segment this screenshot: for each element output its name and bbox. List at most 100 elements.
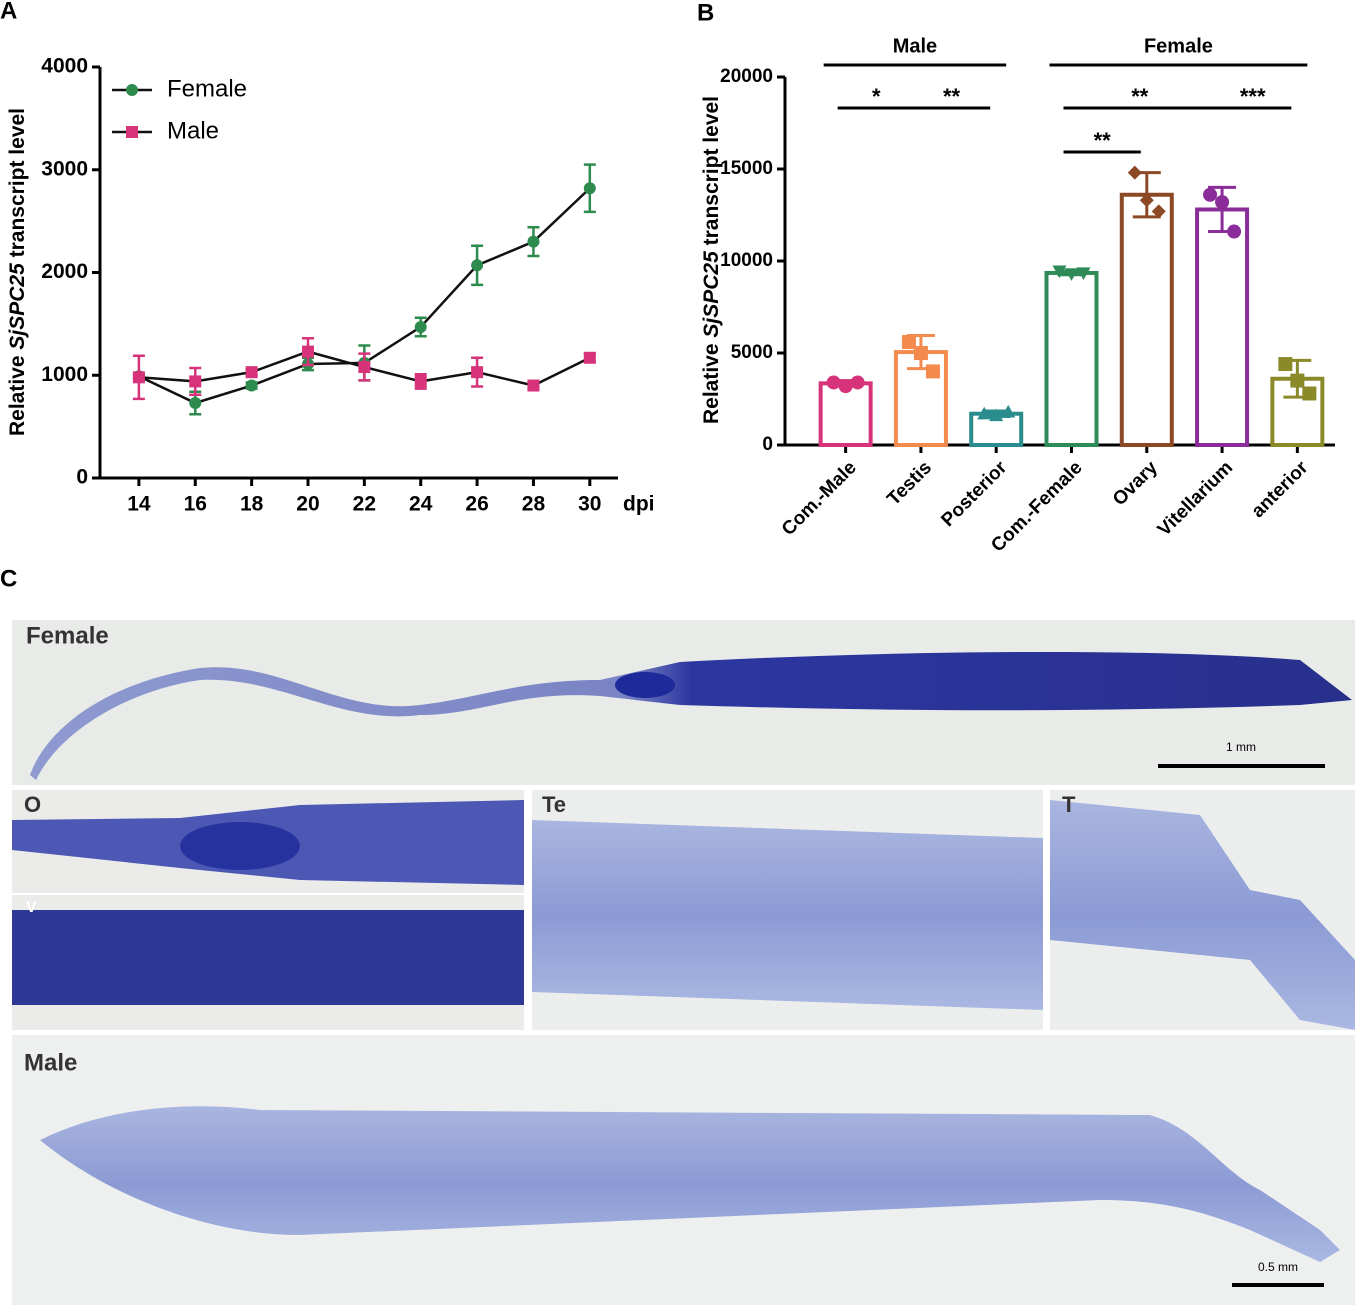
bar (818, 381, 873, 447)
marker (1203, 187, 1218, 202)
y-axis-label-part: Relative (700, 338, 723, 424)
image-label: O (24, 792, 41, 817)
bar (1119, 192, 1174, 447)
marker (1127, 165, 1142, 180)
scale-label: 1 mm (1226, 740, 1256, 754)
y-axis-label-part: Relative (6, 350, 29, 436)
x-tick-label: Com.-Male (778, 457, 861, 540)
ovary (615, 672, 675, 698)
x-tick-label: 18 (240, 493, 264, 516)
marker (527, 235, 540, 248)
marker (1139, 193, 1154, 208)
worm-female (30, 651, 1352, 780)
marker (583, 182, 596, 195)
x-tick-label: Vitellarium (1154, 457, 1237, 540)
marker (1290, 373, 1305, 388)
group-label: Male (893, 35, 937, 57)
x-tick-label: 16 (184, 493, 207, 516)
marker (245, 379, 258, 392)
marker (1001, 404, 1016, 418)
marker (1227, 224, 1242, 239)
y-axis-label-part: SjSPC25 (700, 251, 723, 338)
marker (826, 375, 841, 390)
x-tick-label: 22 (353, 493, 376, 516)
marker (245, 366, 258, 379)
marker (1064, 268, 1079, 281)
significance-label: ** (943, 84, 961, 109)
scale-label: 0.5 mm (1258, 1260, 1298, 1274)
marker (471, 259, 484, 272)
marker (471, 366, 484, 379)
y-tick-label: 0 (76, 466, 88, 489)
y-tick-label: 2000 (41, 260, 88, 283)
marker (977, 406, 992, 420)
marker (1278, 357, 1293, 372)
x-axis-label: dpi (623, 493, 655, 516)
marker (126, 126, 138, 138)
marker (301, 345, 314, 358)
image-label: Te (542, 792, 566, 817)
x-tick-label: Testis (883, 457, 936, 510)
worm-t (1050, 800, 1355, 1030)
y-axis-label: Relative SjSPC25 transcript level (6, 108, 29, 436)
y-tick-label: 15000 (720, 158, 773, 179)
bar (1044, 270, 1099, 447)
marker (132, 371, 145, 384)
y-axis-label: Relative SjSPC25 transcript level (700, 96, 723, 424)
image-label: Female (26, 622, 109, 649)
x-tick-label: 20 (296, 493, 319, 516)
y-tick-label: 20000 (720, 66, 773, 87)
marker (1076, 267, 1091, 280)
y-axis-label-part: transcript level (6, 108, 29, 263)
marker (1052, 265, 1067, 279)
marker (1215, 195, 1230, 210)
marker (925, 364, 940, 379)
x-tick-label: 24 (409, 493, 433, 516)
x-tick-label: 14 (127, 493, 151, 516)
marker (838, 379, 853, 394)
x-tick-label: Ovary (1109, 457, 1162, 510)
y-tick-label: 4000 (41, 55, 88, 78)
marker (126, 84, 138, 96)
marker (527, 379, 540, 392)
panel-label: C (0, 565, 17, 592)
x-tick-label: 30 (578, 493, 601, 516)
image-label: T (1062, 792, 1076, 817)
y-tick-label: 10000 (720, 250, 773, 271)
image-label: V (26, 899, 37, 916)
x-tick-label: 28 (522, 493, 546, 516)
panel-label: B (697, 0, 714, 26)
significance-label: * (872, 84, 881, 109)
x-tick-label: anterior (1248, 457, 1313, 522)
image-label: Male (24, 1049, 77, 1076)
y-tick-label: 5000 (731, 342, 773, 363)
significance-label: ** (1094, 128, 1112, 153)
marker (583, 351, 596, 364)
panel-label: A (0, 0, 17, 24)
worm-te (532, 820, 1043, 1010)
significance-label: ** (1131, 84, 1149, 109)
marker (989, 408, 1004, 422)
bar (1195, 207, 1250, 447)
legend-label: Female (167, 75, 247, 102)
marker (414, 320, 427, 333)
significance-label: *** (1240, 84, 1266, 109)
x-tick-label: 26 (465, 493, 488, 516)
marker (1302, 386, 1317, 401)
marker (850, 375, 865, 390)
marker (901, 334, 916, 349)
marker (913, 346, 928, 360)
y-axis-label-part: SjSPC25 (6, 263, 29, 350)
image-panels (12, 620, 1355, 1305)
y-tick-label: 3000 (41, 157, 88, 180)
marker (358, 361, 371, 374)
worm-v (12, 910, 524, 1005)
y-axis-label-part: transcript level (700, 96, 723, 251)
marker (189, 375, 202, 388)
y-tick-label: 0 (762, 434, 773, 455)
x-tick-label: Posterior (937, 457, 1011, 531)
marker (1151, 204, 1166, 219)
y-tick-label: 1000 (41, 363, 88, 386)
worm-male (40, 1106, 1340, 1262)
